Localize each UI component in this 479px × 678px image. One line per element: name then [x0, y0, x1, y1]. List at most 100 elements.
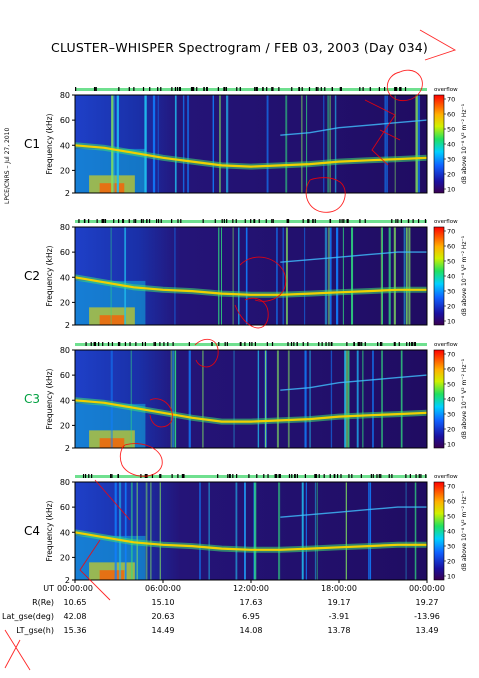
interference-stripe [301, 95, 303, 193]
status-bar-tick [110, 474, 112, 478]
colorbar-label: dB above 10⁻⁸ V² m⁻² Hz⁻¹ [461, 235, 468, 316]
table-cell: 20.63 [152, 612, 175, 621]
status-bar-tick [384, 87, 386, 91]
status-bar-tick [196, 87, 198, 91]
status-bar-tick [256, 474, 258, 478]
interference-stripe [348, 350, 350, 448]
status-bar-tick [226, 219, 228, 223]
interference-stripe [351, 227, 354, 325]
status-bar-tick [308, 219, 310, 223]
low-freq-peak [99, 570, 125, 580]
status-bar-tick [154, 342, 157, 346]
status-bar-tick [296, 342, 298, 346]
status-bar-tick [364, 219, 366, 223]
status-bar-tick [391, 474, 393, 478]
status-bar-tick [117, 474, 119, 478]
status-bar-tick [78, 219, 80, 223]
plasma-line [74, 276, 427, 296]
status-bar-tick [111, 474, 113, 478]
interference-stripe [388, 227, 391, 325]
interference-stripe [202, 350, 204, 448]
interference-stripe [182, 95, 185, 193]
status-bar-tick [398, 342, 400, 346]
status-bar-tick [251, 342, 253, 346]
status-bar-tick [372, 474, 374, 478]
status-bar-tick [254, 342, 256, 346]
status-bar-tick [394, 87, 397, 91]
y-tick-label: 2 [65, 321, 70, 330]
red-annotation-stroke [149, 398, 173, 428]
interference-stripe [118, 482, 122, 580]
status-bar-tick [304, 474, 306, 478]
status-bar-tick [291, 474, 293, 478]
red-annotation-stroke [364, 99, 401, 166]
status-bar-tick [272, 219, 274, 223]
status-bar-tick [211, 342, 213, 346]
interference-stripe [345, 482, 347, 580]
status-bar-tick [378, 474, 380, 478]
interference-stripe [130, 482, 133, 580]
interference-stripe [235, 482, 238, 580]
status-bar-tick [88, 219, 90, 223]
status-bar-tick [417, 219, 420, 223]
status-bar-tick [290, 342, 293, 346]
interference-stripe [152, 95, 156, 193]
status-bar-tick [133, 87, 135, 91]
status-bar-tick [151, 474, 154, 478]
interference-stripe [245, 227, 248, 325]
table-cell: 14.49 [152, 626, 175, 635]
colorbar: overflow 10 20 30 40 50 60 70 dB above 10⁻⁸ V² m… [433, 474, 468, 581]
status-bar-tick [314, 219, 316, 223]
status-bar-tick [405, 474, 407, 478]
status-bar-tick [314, 474, 317, 478]
red-annotation-stroke [239, 256, 287, 302]
status-bar-tick [160, 87, 162, 91]
harmonic-line [280, 374, 428, 391]
colorbar-tick-label: 50 [447, 258, 455, 266]
status-bar-tick [340, 474, 342, 478]
status-bar-tick [400, 87, 402, 91]
status-bar-tick [369, 87, 371, 91]
table-row-label: Lat_gse(deg) [2, 612, 54, 621]
status-bar-tick [142, 219, 144, 223]
interference-stripe [145, 482, 148, 580]
status-bar-tick [85, 342, 87, 346]
status-bar-tick [94, 342, 96, 346]
interference-stripe [219, 95, 221, 193]
plasma-line [74, 144, 428, 168]
status-bar-tick [122, 219, 124, 223]
interference-stripe [415, 95, 418, 193]
table-cell: 12:00:00 [233, 584, 269, 593]
status-bar-tick [157, 219, 160, 223]
status-bar-tick [351, 474, 353, 478]
panel-label-c2: C2 [24, 269, 40, 283]
status-bar-tick [239, 342, 241, 346]
status-bar-fill [75, 475, 427, 478]
interference-stripe [170, 350, 172, 448]
panel-label-c3: C3 [24, 392, 40, 406]
colorbar-tick-label: 60 [447, 111, 455, 119]
status-bar-tick [217, 474, 219, 478]
status-bar-tick [308, 87, 311, 91]
red-annotation-stroke [234, 297, 269, 329]
status-bar-tick [75, 87, 77, 91]
status-bar-tick [93, 342, 95, 346]
status-bar-tick [331, 87, 333, 91]
status-bar-tick [103, 219, 105, 223]
status-bar-tick [181, 474, 183, 478]
table-cell: 10.65 [64, 598, 87, 607]
status-bar-tick [407, 219, 410, 223]
interference-stripe [386, 95, 388, 193]
status-bar-tick [82, 474, 85, 478]
colorbar-gradient [433, 94, 445, 194]
colorbar-gradient [433, 349, 445, 449]
colorbar-tick-label: 70 [447, 483, 455, 491]
status-bar-tick [102, 342, 104, 346]
status-bar-tick [312, 219, 314, 223]
colorbar-tick-label: 60 [447, 243, 455, 251]
interference-stripe [368, 482, 370, 580]
interference-stripe [226, 95, 229, 193]
interference-stripe [304, 227, 306, 325]
status-bar-tick [249, 342, 251, 346]
